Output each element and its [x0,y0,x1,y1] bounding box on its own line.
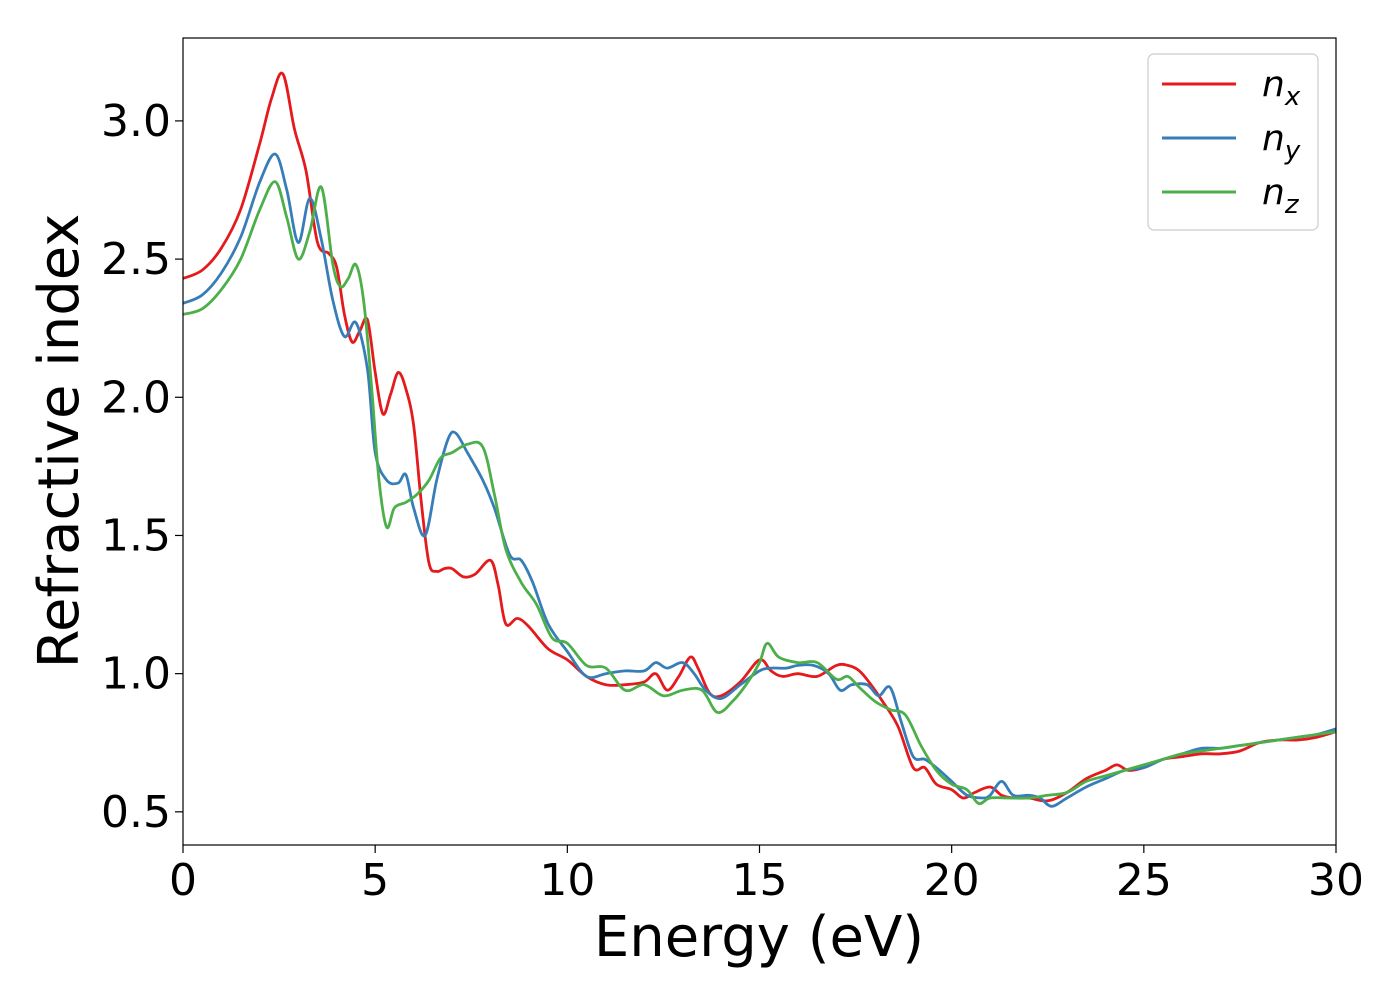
x-tick-label: 25 [1116,855,1172,906]
x-axis: 0 5 10 15 20 25 30 [169,845,1364,906]
y-axis: 0.5 1.0 1.5 2.0 2.5 3.0 [101,96,183,838]
legend-box [1147,53,1319,231]
y-axis-label: Refractive index [27,214,92,669]
y-tick-label: 3.0 [101,96,171,147]
series-line-n-y [182,152,1337,808]
x-tick-label: 15 [732,855,788,906]
x-axis-label: Energy (eV) [594,905,924,970]
legend-label-n-x: nx [1262,64,1301,112]
y-tick-label: 0.5 [101,787,171,838]
legend: nx ny nz [1147,53,1319,231]
x-tick-label: 10 [539,855,595,906]
x-tick-label: 20 [924,855,980,906]
legend-label-n-y: ny [1262,118,1301,166]
series-line-n-z [182,180,1337,806]
y-tick-label: 2.0 [101,372,171,423]
y-tick-label: 1.0 [101,649,171,700]
x-tick-label: 5 [361,855,389,906]
y-tick-label: 2.5 [101,234,171,285]
series-layer [182,71,1337,808]
legend-label-n-z: nz [1262,172,1300,220]
x-tick-label: 30 [1308,855,1364,906]
y-tick-label: 1.5 [101,510,171,561]
x-tick-label: 0 [169,855,197,906]
